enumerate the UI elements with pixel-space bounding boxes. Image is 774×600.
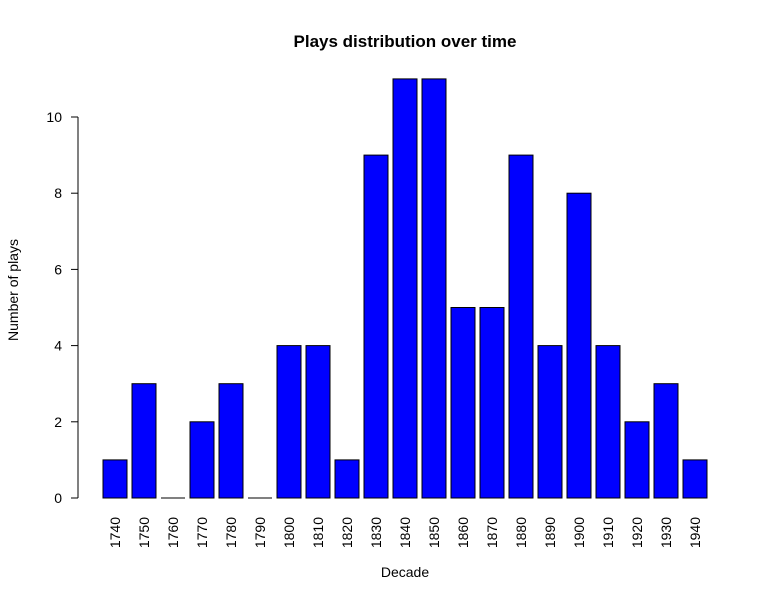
x-tick-label-1940: 1940	[687, 517, 703, 548]
bar-1840	[392, 78, 418, 499]
x-tick-label-1790: 1790	[252, 517, 268, 548]
x-tick-label-1900: 1900	[571, 517, 587, 548]
bar-1940	[682, 459, 708, 499]
bar-1750	[131, 383, 157, 499]
x-tick-label-1920: 1920	[629, 517, 645, 548]
x-tick-label-1850: 1850	[426, 517, 442, 548]
x-tick-label-1890: 1890	[542, 517, 558, 548]
bar-1820	[334, 459, 360, 499]
bar-1900	[566, 192, 592, 499]
bar-1910	[595, 345, 621, 499]
bar-1880	[508, 154, 534, 499]
x-tick-label-1780: 1780	[223, 517, 239, 548]
y-axis-label: Number of plays	[5, 239, 21, 341]
x-tick-label-1910: 1910	[600, 517, 616, 548]
x-tick-label-1870: 1870	[484, 517, 500, 548]
x-tick-label-1830: 1830	[368, 517, 384, 548]
y-tick-label: 8	[54, 185, 62, 201]
bar-1920	[624, 421, 650, 499]
bar-1740	[102, 459, 128, 499]
y-tick-label: 0	[54, 490, 62, 506]
bars-group	[102, 78, 708, 499]
bar-1830	[363, 154, 389, 499]
y-tick-label: 4	[54, 338, 62, 354]
x-tick-label-1740: 1740	[107, 517, 123, 548]
y-tick-label: 2	[54, 414, 62, 430]
y-tick-label: 6	[54, 261, 62, 277]
x-tick-label-1810: 1810	[310, 517, 326, 548]
y-tick-label: 10	[46, 109, 62, 125]
x-tick-label-1820: 1820	[339, 517, 355, 548]
bar-1770	[189, 421, 215, 499]
bar-1780	[218, 383, 244, 499]
bar-1810	[305, 345, 331, 499]
x-tick-label-1860: 1860	[455, 517, 471, 548]
x-tick-label-1930: 1930	[658, 517, 674, 548]
x-tick-label-1760: 1760	[165, 517, 181, 548]
bar-1930	[653, 383, 679, 499]
y-axis: 0 2 4 6 8 10	[46, 109, 79, 506]
x-tick-label-1800: 1800	[281, 517, 297, 548]
bar-1800	[276, 345, 302, 499]
x-tick-labels: 1740 1750 1760 1770 1780 1790 1800 1810 1820 1830…	[107, 517, 703, 548]
x-axis-label: Decade	[381, 564, 429, 580]
bar-1890	[537, 345, 563, 499]
bar-1860	[450, 307, 476, 499]
chart-title: Plays distribution over time	[294, 32, 517, 51]
x-tick-label-1840: 1840	[397, 517, 413, 548]
x-tick-label-1750: 1750	[136, 517, 152, 548]
bar-1850	[421, 78, 447, 499]
bar-1870	[479, 307, 505, 499]
x-tick-label-1880: 1880	[513, 517, 529, 548]
x-tick-label-1770: 1770	[194, 517, 210, 548]
